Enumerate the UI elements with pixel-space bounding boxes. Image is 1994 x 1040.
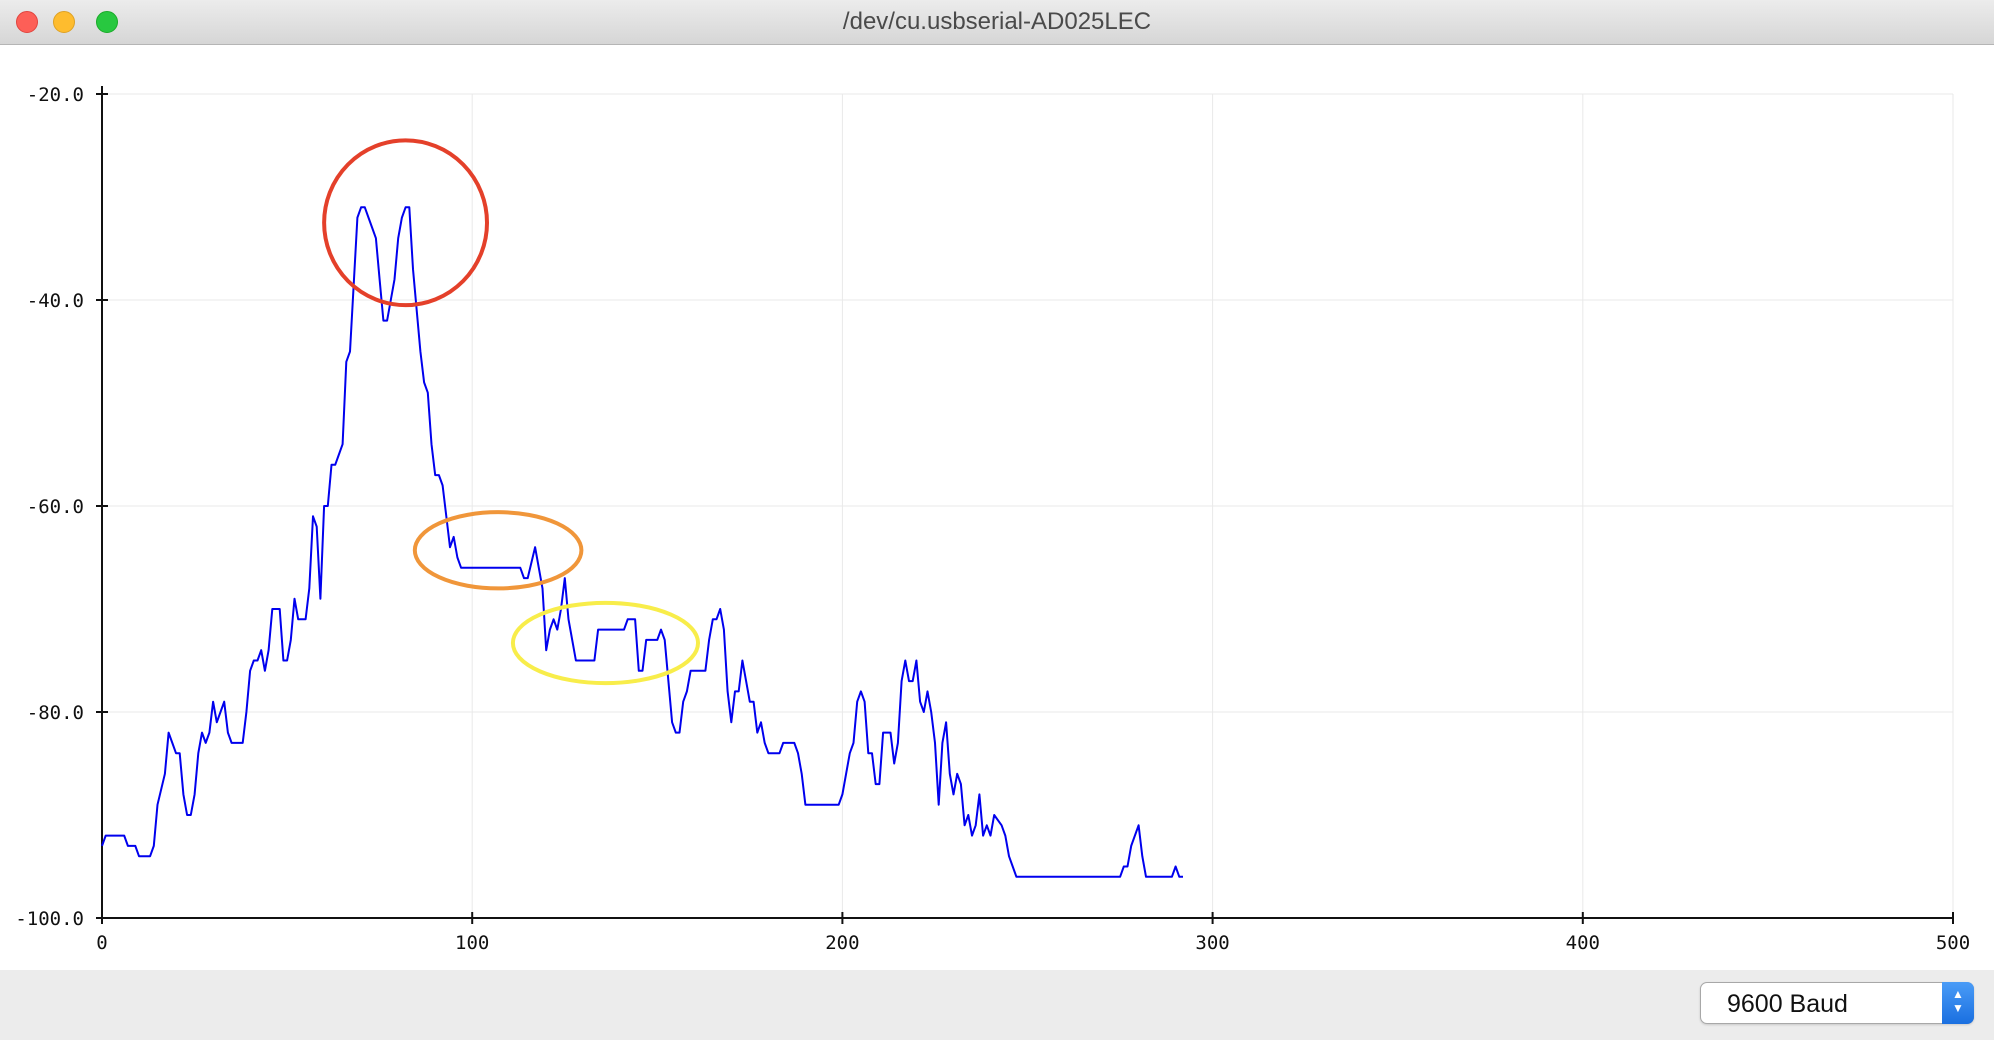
zoom-icon[interactable] <box>96 11 118 33</box>
x-tick-label: 400 <box>1566 932 1600 954</box>
x-tick-label: 500 <box>1936 932 1970 954</box>
x-tick-label: 0 <box>96 932 107 954</box>
close-icon[interactable] <box>16 11 38 33</box>
plot-area: -20.0 -40.0 -60.0 -80.0 -100.0 0 100 200 300 400 5… <box>0 45 1994 970</box>
y-tick-label: -60.0 <box>27 496 84 518</box>
baud-rate-value: 9600 Baud <box>1727 990 1848 1018</box>
red-annotation-circle <box>322 138 490 308</box>
orange-annotation-ellipse <box>412 510 584 591</box>
y-tick-label: -100.0 <box>15 908 84 930</box>
series-line <box>101 206 1183 878</box>
x-tick-label: 200 <box>825 932 859 954</box>
yellow-annotation-ellipse <box>510 600 701 686</box>
footer-bar: 9600 Baud ▲ ▼ <box>0 970 1994 1040</box>
x-tick-label: 300 <box>1195 932 1229 954</box>
baud-rate-select[interactable]: 9600 Baud ▲ ▼ <box>1700 982 1974 1024</box>
line-chart: -20.0 -40.0 -60.0 -80.0 -100.0 0 100 200 300 400 5… <box>15 84 1970 954</box>
y-tick-label: -20.0 <box>27 84 84 106</box>
window-title: /dev/cu.usbserial-AD025LEC <box>842 8 1152 35</box>
title-bar[interactable]: /dev/cu.usbserial-AD025LEC <box>0 0 1994 45</box>
minimize-icon[interactable] <box>53 11 75 33</box>
x-tick-label: 100 <box>455 932 489 954</box>
y-tick-label: -40.0 <box>27 290 84 312</box>
up-down-chevron-icon[interactable]: ▲ ▼ <box>1942 982 1974 1024</box>
y-tick-label: -80.0 <box>27 702 84 724</box>
